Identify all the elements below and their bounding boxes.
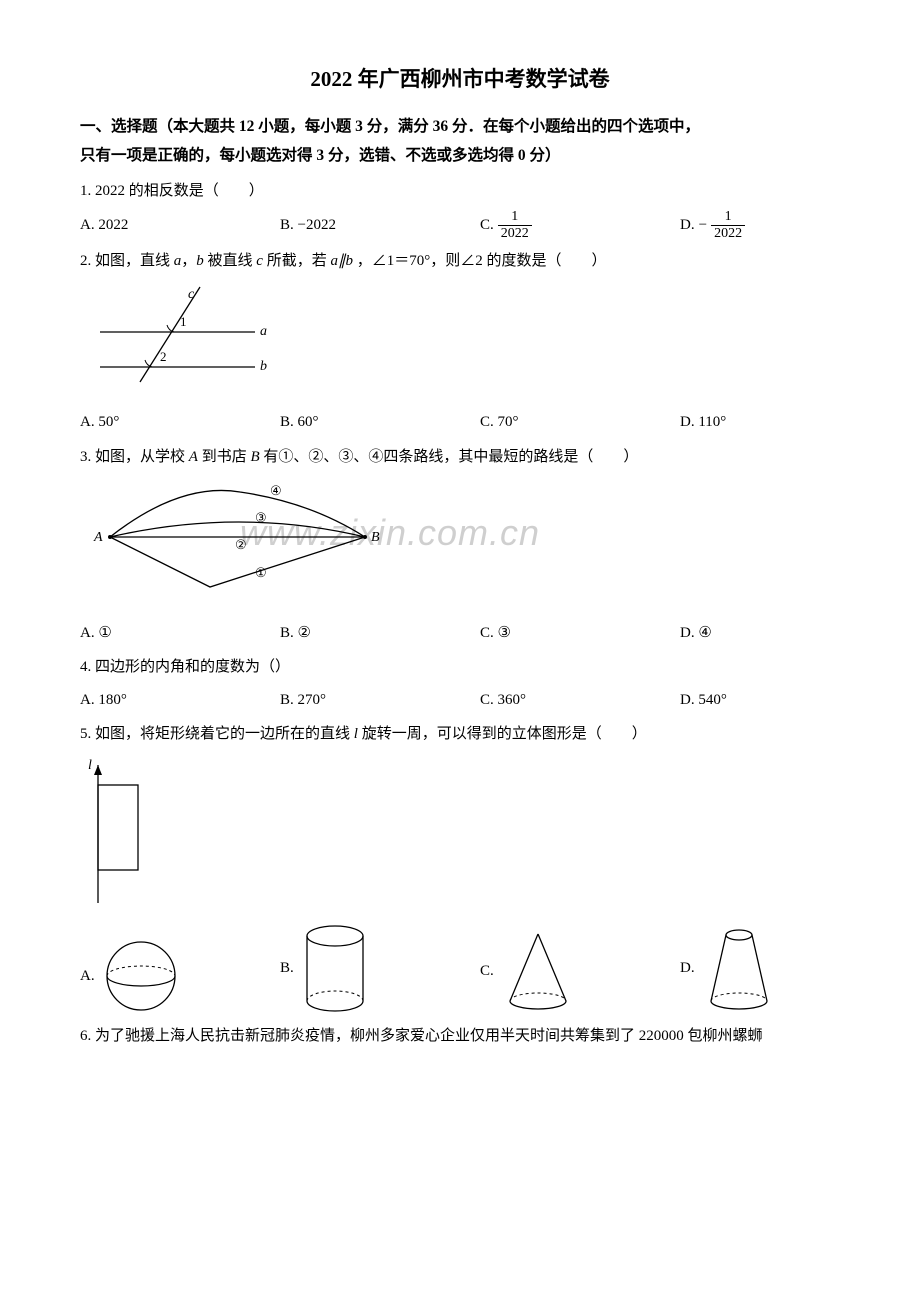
q3-fig-p3: ③ [255, 510, 267, 525]
q5-option-c: C. [480, 926, 600, 1016]
q1-option-c: C. 1 2022 [480, 209, 600, 241]
q5-figure-rect: l [80, 755, 840, 916]
q1-option-b: B. −2022 [280, 209, 400, 241]
q2-m3: 所截，若 [263, 253, 331, 269]
q2-option-d: D. 110° [680, 408, 800, 437]
q3-fig-p2: ② [235, 537, 247, 552]
question-5: 5. 如图，将矩形绕着它的一边所在的直线 l 旋转一周，可以得到的立体图形是（ … [80, 720, 840, 1016]
q5-post: 旋转一周，可以得到的立体图形是（ ） [358, 726, 647, 742]
q6-text: 6. 为了驰援上海人民抗击新冠肺炎疫情，柳州多家爱心企业仅用半天时间共筹集到了 … [80, 1022, 840, 1051]
q3-fig-p4: ④ [270, 483, 282, 498]
q1-d-num: 1 [711, 209, 745, 225]
exam-title: 2022 年广西柳州市中考数学试卷 [80, 60, 840, 100]
question-4: 4. 四边形的内角和的度数为（） A. 180° B. 270° C. 360°… [80, 653, 840, 714]
q2-fig-ang1: 1 [180, 314, 187, 329]
q1-c-label: C. [480, 211, 494, 240]
q5-fig-l: l [88, 758, 92, 773]
q2-pre: 2. 如图，直线 [80, 253, 174, 269]
q5-option-a: A. [80, 936, 200, 1016]
q2-fig-b: b [260, 359, 267, 374]
q3-option-a: A. ① [80, 619, 200, 648]
q1-option-a: A. 2022 [80, 209, 200, 241]
q4-options: A. 180° B. 270° C. 360° D. 540° [80, 686, 840, 715]
q1-options: A. 2022 B. −2022 C. 1 2022 D. − 1 2022 [80, 209, 840, 241]
q3-fig-b: B [371, 530, 380, 545]
section-header-line2: 只有一项是正确的，每小题选对得 3 分，选错、不选或多选均得 0 分） [80, 141, 840, 170]
q5-option-d: D. [680, 921, 800, 1016]
q2-var-c: c [256, 253, 263, 269]
q2-m4: ，∠1＝70°，则∠2 的度数是（ ） [353, 253, 607, 269]
q3-post: 有①、②、③、④四条路线，其中最短的路线是（ ） [260, 449, 639, 465]
q3-fig-a: A [93, 530, 103, 545]
q2-var-b: b [196, 253, 204, 269]
q1-d-prefix: − [699, 211, 707, 240]
q4-option-c: C. 360° [480, 686, 600, 715]
q1-c-num: 1 [498, 209, 532, 225]
q1-option-d: D. − 1 2022 [680, 209, 800, 241]
q2-m2: 被直线 [204, 253, 257, 269]
q5-pre: 5. 如图，将矩形绕着它的一边所在的直线 [80, 726, 354, 742]
q3-options: A. ① B. ② C. ③ D. ④ [80, 619, 840, 648]
q1-d-label: D. [680, 211, 695, 240]
cylinder-icon [298, 921, 373, 1016]
question-1: 1. 2022 的相反数是（ ） A. 2022 B. −2022 C. 1 2… [80, 177, 840, 241]
q3-pre: 3. 如图，从学校 [80, 449, 189, 465]
q3-mid: 到书店 [198, 449, 251, 465]
q2-text: 2. 如图，直线 a，b 被直线 c 所截，若 a∥b ，∠1＝70°，则∠2 … [80, 247, 840, 276]
q4-text: 4. 四边形的内角和的度数为（） [80, 653, 840, 682]
question-6: 6. 为了驰援上海人民抗击新冠肺炎疫情，柳州多家爱心企业仅用半天时间共筹集到了 … [80, 1022, 840, 1051]
q4-option-a: A. 180° [80, 686, 200, 715]
q5-text: 5. 如图，将矩形绕着它的一边所在的直线 l 旋转一周，可以得到的立体图形是（ … [80, 720, 840, 749]
q2-fig-c: c [188, 287, 195, 302]
q2-options: A. 50° B. 60° C. 70° D. 110° [80, 408, 840, 437]
q3-pt-a: A [189, 449, 198, 465]
q2-option-b: B. 60° [280, 408, 400, 437]
q4-option-d: D. 540° [680, 686, 800, 715]
q2-option-c: C. 70° [480, 408, 600, 437]
q5-d-label: D. [680, 954, 695, 983]
cone-icon [498, 926, 578, 1016]
q1-c-den: 2022 [498, 226, 532, 241]
q5-b-label: B. [280, 954, 294, 983]
q3-text: 3. 如图，从学校 A 到书店 B 有①、②、③、④四条路线，其中最短的路线是（… [80, 443, 840, 472]
q5-a-label: A. [80, 962, 95, 991]
q4-option-b: B. 270° [280, 686, 400, 715]
q3-figure: www.zixin.com.cn A B ④ ③ ② ① [80, 477, 840, 613]
q3-fig-p1: ① [255, 565, 267, 580]
q5-options: A. B. C. [80, 921, 840, 1016]
q3-pt-b: B [250, 449, 259, 465]
question-2: 2. 如图，直线 a，b 被直线 c 所截，若 a∥b ，∠1＝70°，则∠2 … [80, 247, 840, 437]
q2-fig-a: a [260, 324, 267, 339]
q3-option-d: D. ④ [680, 619, 800, 648]
q3-option-c: C. ③ [480, 619, 600, 648]
q2-figure: c a b 1 2 [80, 282, 840, 403]
frustum-icon [699, 921, 779, 1016]
q1-d-fraction: 1 2022 [711, 209, 745, 241]
q3-option-b: B. ② [280, 619, 400, 648]
q2-fig-ang2: 2 [160, 349, 167, 364]
q2-m1: ， [181, 253, 196, 269]
q1-text: 1. 2022 的相反数是（ ） [80, 177, 840, 206]
q1-c-fraction: 1 2022 [498, 209, 532, 241]
q5-c-label: C. [480, 957, 494, 986]
q1-d-den: 2022 [711, 226, 745, 241]
section-header-line1: 一、选择题（本大题共 12 小题，每小题 3 分，满分 36 分．在每个小题给出… [80, 112, 840, 141]
sphere-icon [99, 936, 184, 1016]
q2-option-a: A. 50° [80, 408, 200, 437]
q5-option-b: B. [280, 921, 400, 1016]
q2-parallel: a∥b [330, 253, 353, 269]
question-3: 3. 如图，从学校 A 到书店 B 有①、②、③、④四条路线，其中最短的路线是（… [80, 443, 840, 648]
